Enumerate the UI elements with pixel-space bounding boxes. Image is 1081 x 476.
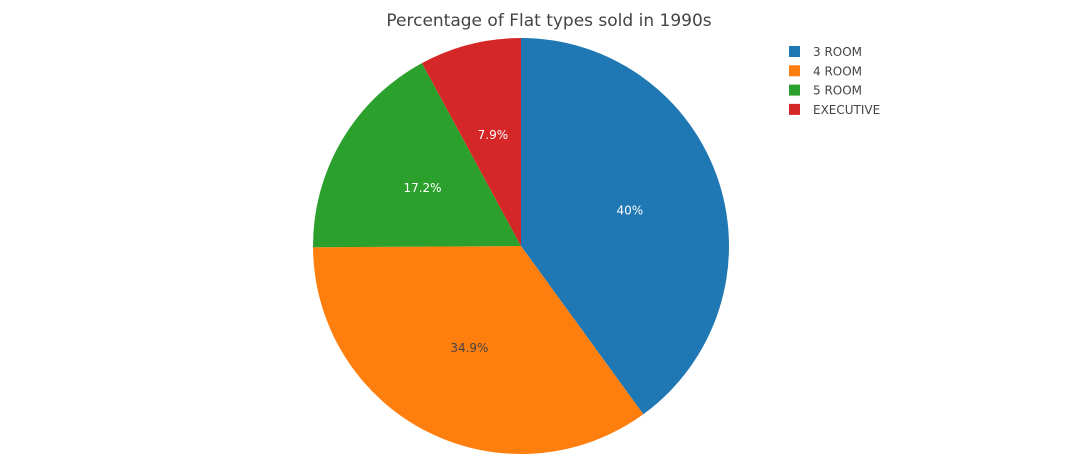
slice-labels: 40% 34.9% 17.2% 7.9% bbox=[403, 128, 643, 355]
legend-item-5-room[interactable]: 5 ROOM bbox=[789, 84, 862, 98]
pie-slice-executive[interactable] bbox=[421, 38, 521, 246]
legend-swatch-3-room bbox=[789, 46, 800, 57]
slice-label-executive: 7.9% bbox=[478, 128, 509, 142]
legend-item-4-room[interactable]: 4 ROOM bbox=[789, 64, 862, 78]
slice-label-3-room: 40% bbox=[616, 204, 643, 218]
legend-swatch-4-room bbox=[789, 65, 800, 77]
legend-item-3-room[interactable]: 3 ROOM bbox=[789, 45, 862, 59]
legend-label-5-room: 5 ROOM bbox=[813, 84, 862, 98]
legend[interactable]: 3 ROOM 4 ROOM 5 ROOM EXECUTIVE bbox=[789, 45, 880, 117]
legend-label-3-room: 3 ROOM bbox=[813, 45, 862, 59]
pie-slice-4-room[interactable] bbox=[313, 246, 644, 455]
slice-label-5-room: 17.2% bbox=[403, 181, 441, 195]
legend-label-4-room: 4 ROOM bbox=[813, 64, 862, 78]
legend-item-executive[interactable]: EXECUTIVE bbox=[789, 103, 880, 117]
chart-title: Percentage of Flat types sold in 1990s bbox=[386, 11, 711, 31]
legend-swatch-executive bbox=[789, 103, 800, 115]
pie-slices bbox=[313, 38, 730, 455]
slice-label-4-room: 34.9% bbox=[450, 341, 488, 355]
legend-label-executive: EXECUTIVE bbox=[813, 103, 880, 117]
legend-swatch-5-room bbox=[789, 84, 800, 96]
pie-slice-5-room[interactable] bbox=[313, 63, 521, 248]
pie-slice-3-room[interactable] bbox=[521, 38, 730, 415]
